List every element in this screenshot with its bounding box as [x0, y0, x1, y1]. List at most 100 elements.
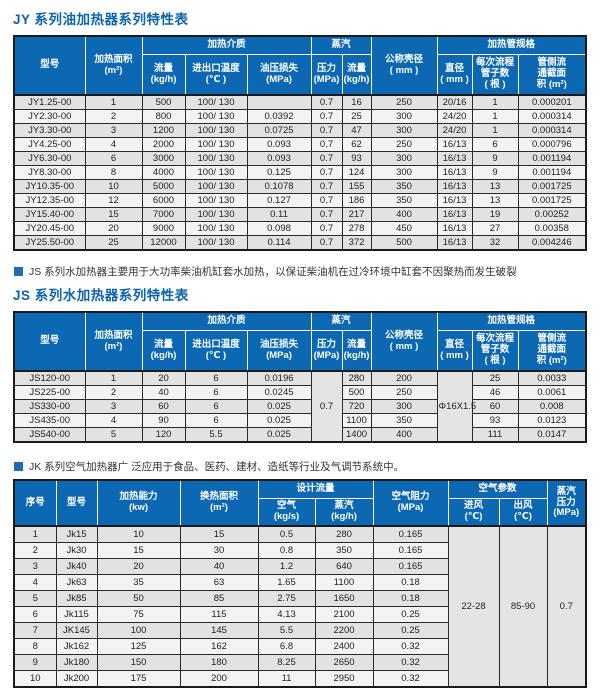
table-cell: 0.0245: [246, 385, 312, 400]
jk-col-steam-pressure: 蒸汽 压力 (MPa): [546, 479, 587, 527]
table-cell: 12000: [141, 235, 186, 251]
js-note-text: JS 系列水加热器主要用于大功率柴油机缸套水加热，以保证柴油机在过冷环境中缸套不…: [29, 266, 517, 278]
table-cell: 6000: [141, 193, 186, 208]
jk-group-design-flow: 设计流量: [257, 479, 374, 499]
table-cell: [246, 94, 312, 110]
table-cell: 0.0061: [517, 385, 587, 400]
table-cell: 1.2: [257, 558, 316, 575]
jk-col-index: 序号: [13, 479, 57, 527]
jk-col-exchange-area: 换热面积 (m²): [179, 479, 259, 527]
table-cell: 2400: [314, 638, 374, 655]
table-cell: 20: [96, 558, 181, 575]
table-cell: 1: [471, 109, 519, 124]
table-cell: 0.7: [310, 207, 343, 222]
table-row: 5 Jk85 50 85 2.75 1650 0.18: [13, 590, 586, 607]
table-cell: 2000: [141, 137, 186, 152]
table-cell: 0.7: [310, 123, 343, 138]
jy-col-inout-temp: 进出口温度 (℃ ): [184, 54, 248, 96]
table-cell: 0.0123: [517, 413, 587, 428]
js-table-header: 型号 加热面积 (m²) 加热介质 蒸汽 公称壳径 ( mm ) 加热管规格 流…: [13, 311, 587, 372]
table-cell: 60: [471, 399, 519, 414]
table-cell: 35: [96, 574, 181, 591]
table-cell: 20: [84, 221, 143, 236]
table-cell: 300: [370, 109, 438, 124]
js-col-tube-area: 管侧流 通截面 积 (m²): [517, 330, 587, 372]
table-cell: 0.098: [246, 221, 312, 236]
table-row: JY3.30-00 3 1200 100/ 130 0.0725 0.7 47 300 24/2…: [13, 123, 587, 138]
table-cell: 0.0725: [246, 123, 312, 138]
table-cell: 0.165: [372, 542, 449, 559]
table-cell: 0.7: [310, 109, 343, 124]
table-cell: 162: [179, 638, 259, 655]
table-row: JY25.50-00 25 12000 100/ 130 0.114 0.7 372 500 1…: [13, 235, 587, 251]
table-cell: JS225-00: [13, 385, 86, 400]
table-cell: 0.18: [372, 590, 449, 607]
table-cell: 32: [471, 235, 519, 251]
jk-note-line: JK 系列空气加热器广 泛应用于食品、医药、建材、造纸等行业及气调节系统中。: [14, 459, 587, 474]
table-cell: 400: [370, 427, 438, 443]
table-cell: 400: [370, 207, 438, 222]
jy-col-model: 型号: [13, 35, 86, 96]
table-cell: 100/ 130: [184, 193, 248, 208]
table-cell: 2: [13, 542, 57, 559]
jy-group-medium: 加热介质: [141, 35, 312, 55]
js-note-line: JS 系列水加热器主要用于大功率柴油机缸套水加热，以保证柴油机在过冷环境中缸套不…: [14, 264, 587, 279]
jk-table: 序号 型号 加热能力 (kw) 换热面积 (m²) 设计流量 空气阻力 (MPa…: [13, 479, 588, 688]
table-cell: 1: [84, 94, 143, 110]
table-cell: 6.8: [257, 638, 316, 655]
table-cell: 16/13: [436, 165, 473, 180]
jy-col-flow: 流量 (kg/h): [141, 54, 186, 96]
table-cell: 350: [370, 193, 438, 208]
table-cell: 200: [370, 370, 438, 386]
table-row: JS330-00 3 60 6 0.025 720 300 60 0.008: [13, 399, 587, 414]
table-cell: 0.11: [246, 207, 312, 222]
table-cell: 300: [370, 151, 438, 166]
jy-col-tubes: 每次流程 管子数 ( 根 ): [471, 54, 519, 96]
table-cell: 0.000314: [517, 123, 587, 138]
table-cell: 85: [179, 590, 259, 607]
jy-col-area: 加热面积 (m²): [84, 35, 143, 96]
table-cell: JY1.25-00: [13, 94, 86, 110]
table-cell: 1.65: [257, 574, 316, 591]
table-cell: Jk115: [55, 606, 98, 623]
table-cell: 3: [84, 399, 143, 414]
table-cell: 11: [257, 670, 316, 688]
table-row: JS435-00 4 90 6 0.025 1100 350 93 0.0123: [13, 413, 587, 428]
table-cell: 62: [341, 137, 372, 152]
js-col-tubes: 每次流程 管子数 ( 根 ): [471, 330, 519, 372]
table-cell: 0.32: [372, 670, 449, 688]
table-cell: 0.25: [372, 622, 449, 639]
table-cell: 0.0033: [517, 370, 587, 386]
table-cell: 100: [96, 622, 181, 639]
table-cell: 0.125: [246, 165, 312, 180]
js-group-medium: 加热介质: [141, 311, 312, 331]
table-cell: 7: [13, 622, 57, 639]
table-cell: 60: [141, 399, 186, 414]
jk-merged-steam-pressure-cell: 0.7: [546, 525, 587, 688]
table-cell: 100/ 130: [184, 94, 248, 110]
table-cell: 500: [341, 385, 372, 400]
jy-col-steam-flow: 流量 (kg/h): [341, 54, 372, 96]
table-row: JY2.30-00 2 800 100/ 130 0.0392 0.7 25 300 24/20…: [13, 109, 587, 124]
table-cell: 0.7: [310, 179, 343, 194]
table-cell: JY20.45-00: [13, 221, 86, 236]
js-col-pressure: 压力 (MPa): [310, 330, 343, 372]
table-cell: 0.0147: [517, 427, 587, 443]
js-col-oil-loss: 油压损失 (MPa): [246, 330, 312, 372]
table-cell: 300: [370, 123, 438, 138]
jk-col-air-resistance: 空气阻力 (MPa): [372, 479, 449, 527]
jy-table-header: 型号 加热面积 (m²) 加热介质 蒸汽 公称壳径 ( mm ) 加热管规格 流…: [13, 35, 587, 96]
blue-square-bullet-icon: [14, 267, 23, 276]
table-cell: 27: [471, 221, 519, 236]
jy-col-oil-loss: 油压损失 (MPa): [246, 54, 312, 96]
table-cell: 4: [13, 574, 57, 591]
table-cell: 100/ 130: [184, 137, 248, 152]
table-cell: 1: [13, 525, 57, 543]
table-cell: 0.004246: [517, 235, 587, 251]
table-cell: 8: [84, 165, 143, 180]
table-cell: 0.00358: [517, 221, 587, 236]
table-cell: Jk200: [55, 670, 98, 688]
js-table: 型号 加热面积 (m²) 加热介质 蒸汽 公称壳径 ( mm ) 加热管规格 流…: [13, 311, 588, 443]
table-cell: 90: [141, 413, 186, 428]
